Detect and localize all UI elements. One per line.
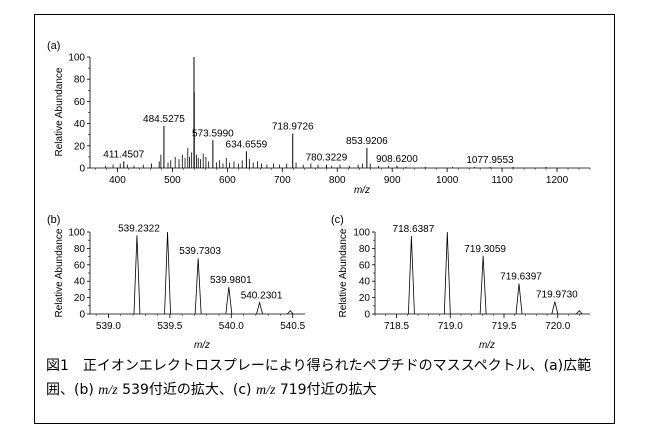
panel-c-x-tick-label: 718.5 (384, 321, 409, 332)
panel-a-x-axis-label: m/z (354, 185, 370, 196)
panel-a-peak-label: 634.6559 (226, 139, 268, 150)
panel-c-peak (408, 236, 415, 315)
panel-b-y-tick-label: 80 (74, 244, 86, 255)
panel-c-peak-label: 719.3059 (464, 244, 506, 255)
figure-caption: 図1 正イオンエレクトロスプレーにより得られたペプチドのマススペクトル、(a)広… (46, 354, 606, 403)
panel-a-y-tick-label: 60 (74, 97, 86, 108)
panel-c-y-tick-label: 60 (359, 260, 371, 271)
panel-b-y-tick-label: 40 (74, 277, 86, 288)
panel-a-y-tick-label: 0 (79, 164, 85, 175)
caption-line-2: 囲、(b) m/z 539付近の拡大、(c) m/z 719付近の拡大 (46, 378, 606, 403)
panel-b-y-tick-label: 100 (68, 228, 85, 239)
panel-a-peak-label: 484.5275 (143, 114, 185, 125)
panel-b-peak (164, 231, 171, 315)
panel-a-peak-label: 411.4507 (103, 149, 144, 160)
panel-b-y-tick-label: 20 (74, 293, 86, 304)
panel-a-x-tick-label: 900 (384, 175, 401, 186)
panel-b-peak (225, 286, 233, 315)
panel-b-x-tick-label: 540.0 (219, 321, 244, 332)
panel-a-x-tick-label: 700 (274, 175, 291, 186)
panel-a-y-tick-label: 80 (74, 75, 86, 86)
panel-a-peak-label: 908.6200 (376, 154, 418, 165)
panel-a-x-tick-label: 600 (219, 175, 236, 186)
panel-c-x-tick-label: 720.0 (545, 321, 570, 332)
panel-c-x-tick-label: 719.0 (438, 321, 463, 332)
panel-b-peak (133, 235, 141, 315)
panel-c-x-axis-label: m/z (479, 340, 495, 351)
panel-c-peak-label: 719.6397 (500, 272, 542, 283)
panel-b-peak (286, 310, 294, 315)
panel-b-x-axis-label: m/z (194, 340, 210, 351)
panel-a-peak-label: 573.5990 (192, 128, 234, 139)
caption-line-1: 図1 正イオンエレクトロスプレーにより得られたペプチドのマススペクトル、(a)広… (46, 358, 592, 374)
panel-a-y-tick-label: 100 (68, 53, 85, 64)
panel-c-y-tick-label: 100 (353, 228, 370, 239)
panel-b-peak-label: 540.2301 (241, 291, 283, 302)
panel-a-x-tick-label: 400 (109, 175, 126, 186)
panel-c-peak (479, 255, 487, 315)
caption-mz-1: m/z (98, 383, 118, 398)
panel-b-peak-label: 539.2322 (118, 223, 160, 234)
panel-c-x-tick-label: 719.5 (491, 321, 516, 332)
caption-part-c: 719付近の拡大 (275, 382, 377, 398)
figure-frame (34, 14, 615, 424)
panel-a-y-tick-label: 20 (74, 141, 86, 152)
panel-a-x-tick-label: 1200 (546, 175, 569, 186)
caption-part-b: 539付近の拡大、(c) (117, 382, 256, 398)
panel-c-peak-label: 719.9730 (536, 290, 578, 301)
panel-b-x-tick-label: 540.5 (280, 321, 305, 332)
panel-a-x-tick-label: 1000 (436, 175, 459, 186)
panel-c-y-tick-label: 80 (359, 244, 371, 255)
panel-a-peak-label: 718.9726 (272, 122, 314, 133)
panel-c-peak (575, 310, 583, 315)
panel-a-peak-label: 780.3229 (306, 153, 348, 164)
panel-a-label: (a) (47, 40, 60, 52)
panel-b-peak (194, 258, 202, 315)
panel-a-peak-label: 1077.9553 (466, 155, 514, 166)
panel-b-x-tick-label: 539.5 (157, 321, 182, 332)
panel-b-peak (256, 300, 263, 315)
panel-a-y-tick-label: 40 (74, 119, 86, 130)
caption-part-a: 囲、(b) (46, 382, 99, 398)
caption-mz-2: m/z (255, 383, 276, 398)
panel-c-y-tick-label: 20 (359, 293, 371, 304)
panel-b-y-axis-label: Relative Abundance (54, 228, 65, 317)
panel-c-peak (515, 283, 523, 315)
panel-c-y-tick-label: 40 (359, 277, 371, 288)
panel-c-peak (551, 301, 559, 315)
panel-c-y-axis-label: Relative Abundance (338, 228, 349, 317)
panel-b-peak-label: 539.7303 (179, 246, 221, 257)
panel-a-x-tick-label: 1100 (491, 175, 513, 186)
panel-b-y-tick-label: 60 (74, 260, 86, 271)
panel-b-peak-label: 539.9801 (210, 275, 252, 286)
panel-c-label: (c) (331, 214, 344, 226)
panel-c-peak (443, 231, 451, 315)
panel-a-peak-label: 853.9206 (346, 136, 388, 147)
panel-b-label: (b) (47, 214, 60, 226)
panel-b-y-tick-label: 0 (79, 310, 85, 321)
panel-a-y-axis-label: Relative Abundance (54, 67, 65, 156)
panel-a-x-tick-label: 500 (164, 175, 181, 186)
panel-c-y-tick-label: 0 (364, 310, 370, 321)
panel-b-x-tick-label: 539.0 (96, 321, 121, 332)
panel-c-peak-label: 718.6387 (393, 224, 435, 235)
panel-a-x-tick-label: 800 (329, 175, 346, 186)
